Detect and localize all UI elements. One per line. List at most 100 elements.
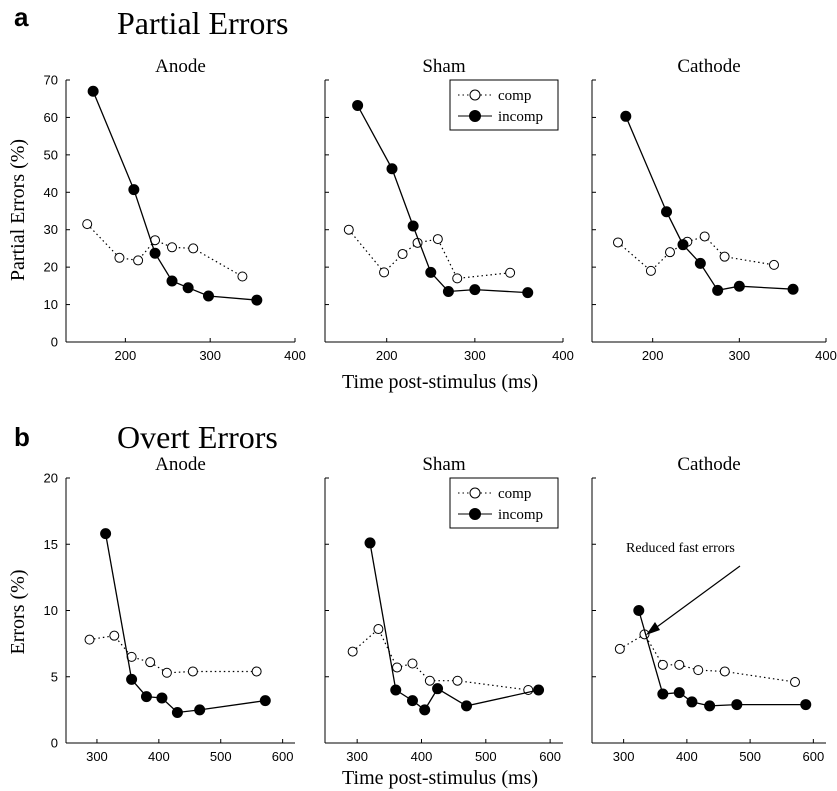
- panel-a-anode-ytick-label: 60: [44, 110, 58, 125]
- panel-a-cathode-series-incomp-point: [620, 110, 632, 122]
- panel-b-anode-series-incomp-point: [140, 691, 152, 703]
- panel-b-anode-series-incomp-point: [194, 704, 206, 716]
- panel-b-cathode-series-incomp-point: [731, 699, 743, 711]
- panel-a-sham-series-incomp-point: [407, 220, 419, 232]
- panel-a-sham-series-incomp-point: [386, 163, 398, 175]
- panel-b-anode-series-comp-line: [89, 635, 257, 674]
- panel-a-anode-series-incomp-point: [202, 290, 214, 302]
- panel-a-anode-ytick-label: 0: [51, 335, 58, 350]
- panel-b-sham-series-comp-point: [424, 675, 435, 686]
- panel-a-anode-series-incomp-point: [128, 184, 140, 196]
- panel-a-anode-ytick-label: 70: [44, 73, 58, 88]
- panel-b-anode-series-incomp-point: [100, 528, 112, 540]
- panel-a-cathode-series-comp-point: [613, 237, 623, 248]
- panel-b-cathode-xtick-label: 300: [613, 749, 635, 764]
- panel-a-anode-ytick-label: 20: [44, 260, 58, 275]
- panel-a-anode-series-incomp-point: [87, 85, 99, 97]
- section-a-letter: a: [14, 2, 29, 32]
- panel-b-anode-series-incomp-point: [156, 692, 168, 704]
- panel-b-anode-xtick-label: 600: [272, 749, 294, 764]
- panel-a-anode-series-incomp-point: [251, 294, 263, 306]
- panel-a-cathode-series-incomp-point: [712, 284, 724, 296]
- panel-a-cathode-series-comp-point: [719, 251, 730, 262]
- panel-b-cathode-series-incomp-point: [657, 688, 669, 700]
- panel-b-sham-series-incomp-point: [533, 684, 545, 696]
- panel-b-cathode-series-incomp-point: [704, 700, 716, 712]
- panel-b-cathode-series-comp-point: [790, 677, 801, 688]
- panel-a-anode-series-incomp-point: [166, 275, 178, 287]
- panel-a-sham-series-comp-point: [452, 273, 463, 284]
- legend-partial-comp-marker: [469, 89, 481, 101]
- annotation-arrow-head: [646, 622, 660, 635]
- panel-b-sham-series-comp-point: [347, 646, 358, 657]
- panel-b-cathode-series-incomp-point: [673, 687, 685, 699]
- panel-b-anode-xtick-label: 300: [86, 749, 108, 764]
- panel-a-anode-series-incomp-line: [92, 90, 257, 301]
- legend-overt-comp-label: comp: [498, 486, 531, 502]
- panel-a-anode-series-comp-point: [82, 219, 93, 230]
- panel-a-anode-xtick-label: 200: [115, 348, 137, 363]
- panel-b-cathode: Cathode 300 400 500 600: [591, 454, 826, 764]
- annotation-reduced-fast-errors: Reduced fast errors: [626, 541, 741, 635]
- panel-b-anode-xtick-label: 500: [210, 749, 232, 764]
- section-a-title: Partial Errors: [117, 5, 289, 41]
- panel-b-anode-ytick-label: 15: [44, 537, 58, 552]
- panel-b-cathode-title: Cathode: [677, 454, 740, 475]
- panel-b-cathode-series-comp-point: [657, 659, 668, 670]
- legend-overt-incomp-marker: [469, 508, 481, 520]
- panel-b-sham-series-incomp-point: [461, 700, 473, 712]
- panel-a-cathode-title: Cathode: [677, 56, 740, 77]
- panel-b-sham-series-incomp-point: [406, 695, 418, 707]
- panel-a-anode-ytick-label: 50: [44, 147, 58, 162]
- panel-a-sham-series-comp-point: [343, 224, 354, 235]
- panel-a-cathode-series-comp-point: [665, 247, 675, 258]
- panel-b-sham-series-comp-point: [407, 658, 418, 669]
- panel-b-anode-series-incomp-line: [104, 533, 266, 714]
- panel-a-anode-series-comp-point: [114, 252, 125, 263]
- panel-b-anode-title: Anode: [155, 454, 206, 475]
- panel-b-sham-series-comp-point: [373, 624, 384, 635]
- panel-b-sham-xtick-label: 600: [539, 749, 561, 764]
- panel-a-anode-series-incomp-point: [149, 247, 161, 259]
- panel-b-sham-xtick-label: 400: [411, 749, 433, 764]
- panel-b-anode-series-comp-point: [251, 666, 262, 677]
- legend-partial-comp-label: comp: [498, 88, 531, 104]
- panel-b-anode-series-incomp-point: [259, 695, 271, 707]
- panel-b-cathode-series-comp-point: [614, 643, 625, 654]
- panel-b-sham-series-incomp-point: [432, 683, 444, 695]
- panel-a-cathode-series-comp-point: [699, 231, 710, 242]
- panel-a-sham-series-incomp-point: [469, 284, 481, 296]
- panel-b-anode-series-comp-point: [187, 666, 198, 677]
- panel-b-anode-ytick-label: 5: [51, 669, 58, 684]
- panel-a-cathode-series-comp-point: [645, 265, 656, 276]
- panel-b-cathode-xtick-label: 600: [802, 749, 824, 764]
- panel-b-cathode-series-comp-point: [693, 665, 704, 676]
- panel-b-anode-ytick-label: 10: [44, 603, 58, 618]
- panel-b-sham-xtick-label: 300: [346, 749, 368, 764]
- panel-b-anode-series-comp-point: [161, 667, 172, 678]
- xlabel-overt: Time post-stimulus (ms): [342, 767, 538, 789]
- panel-b-sham-title: Sham: [422, 454, 466, 475]
- panel-a-sham-series-incomp-point: [352, 99, 364, 111]
- panel-a-sham-series-comp-point: [505, 267, 516, 278]
- legend-overt-comp-marker: [469, 487, 481, 499]
- panel-b-sham-series-incomp-point: [419, 704, 431, 716]
- panel-a-sham-series-comp-point: [397, 249, 408, 260]
- panel-a-sham: Sham 200 300 400: [324, 56, 574, 363]
- panel-a-cathode: Cathode 200 300 400: [591, 56, 837, 363]
- panel-a-anode-ytick-label: 30: [44, 222, 58, 237]
- panel-a-anode-title: Anode: [155, 56, 206, 77]
- panel-b-cathode-series-incomp-point: [633, 605, 645, 616]
- panel-a-cathode-xtick-label: 400: [815, 348, 837, 363]
- legend-partial: comp incomp: [449, 79, 559, 131]
- panel-b-sham: Sham 300 400 500 600: [324, 454, 563, 764]
- panel-a-sham-xtick-label: 300: [464, 348, 486, 363]
- panel-a-anode-xtick-label: 400: [284, 348, 306, 363]
- panel-b-anode-series-incomp-point: [171, 707, 183, 719]
- panel-b-sham-series-comp-point: [452, 675, 463, 686]
- panel-b-cathode-series-comp-point: [719, 666, 730, 677]
- panel-a-anode-series-comp-point: [237, 271, 248, 282]
- panel-a-sham-series-incomp-point: [522, 287, 534, 299]
- panel-a-sham-title: Sham: [422, 56, 466, 77]
